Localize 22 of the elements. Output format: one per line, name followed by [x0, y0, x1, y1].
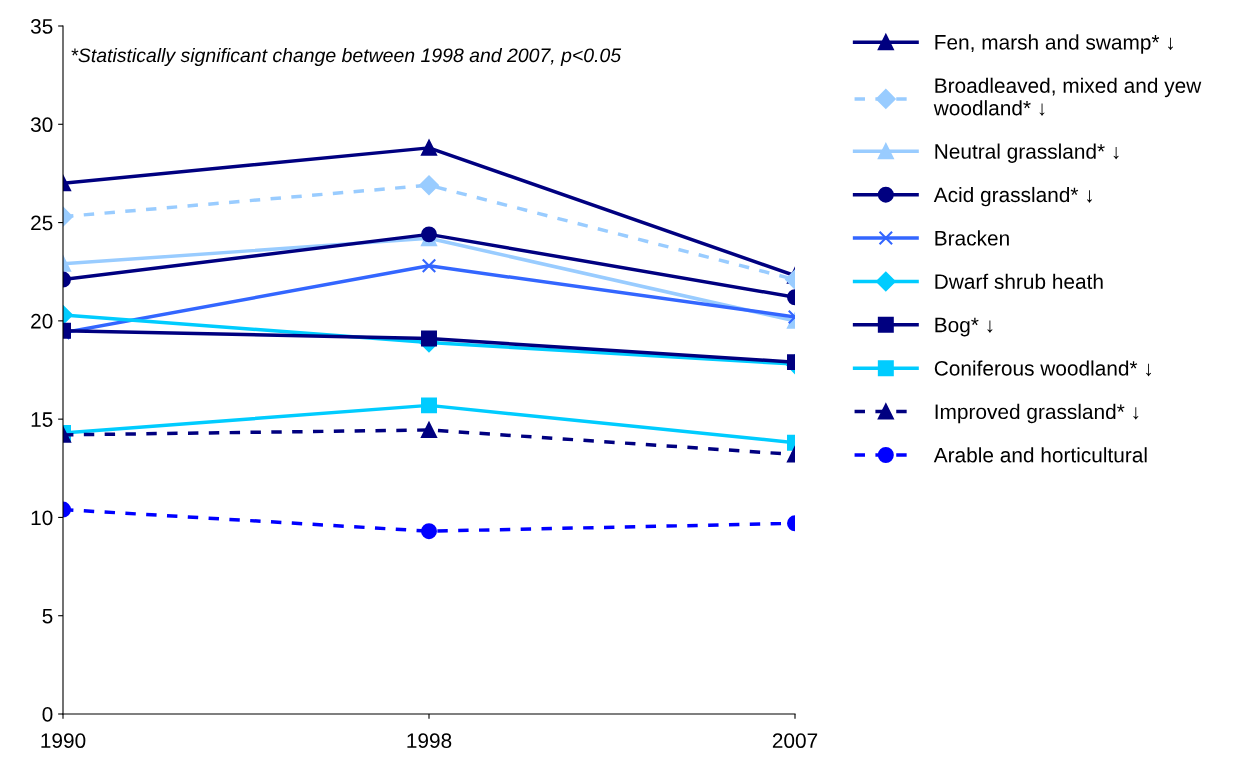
x-tick-label: 1990 — [41, 733, 86, 749]
y-tick-label: 20 — [31, 313, 53, 329]
y-tick-label: 35 — [30, 19, 53, 34]
annotation: *Statistically significant change between 1998 and 2007, p<0.05 — [71, 47, 622, 67]
legend-label: Coniferous woodland* ↓ — [934, 360, 1152, 377]
x-tick-label: 1998 — [407, 733, 452, 749]
legend-label: Improved grassland* ↓ — [935, 403, 1139, 424]
y-tick-label: 15 — [31, 412, 53, 427]
y-tick-label: 10 — [31, 510, 53, 526]
legend-label: Bog* ↓ — [935, 317, 993, 337]
y-tick-label: 0 — [42, 707, 53, 722]
x-tick-label: 2007 — [772, 733, 818, 749]
legend-label: Broadleaved, mixed and yew woodland* ↓ — [933, 77, 1202, 116]
legend-label: Arable and horticultural — [933, 447, 1147, 463]
y-tick-label: 25 — [31, 215, 53, 231]
legend-label: Bracken — [935, 230, 1009, 246]
legend-label: Acid grassland* ↓ — [933, 186, 1092, 207]
legend-label: Neutral grassland* ↓ — [935, 143, 1119, 163]
legend-label: Dwarf shrub heath — [935, 273, 1103, 289]
y-tick-label: 30 — [30, 117, 53, 133]
legend-label: Fen, marsh and swamp* ↓ — [935, 34, 1173, 54]
y-tick-label: 5 — [42, 608, 53, 624]
